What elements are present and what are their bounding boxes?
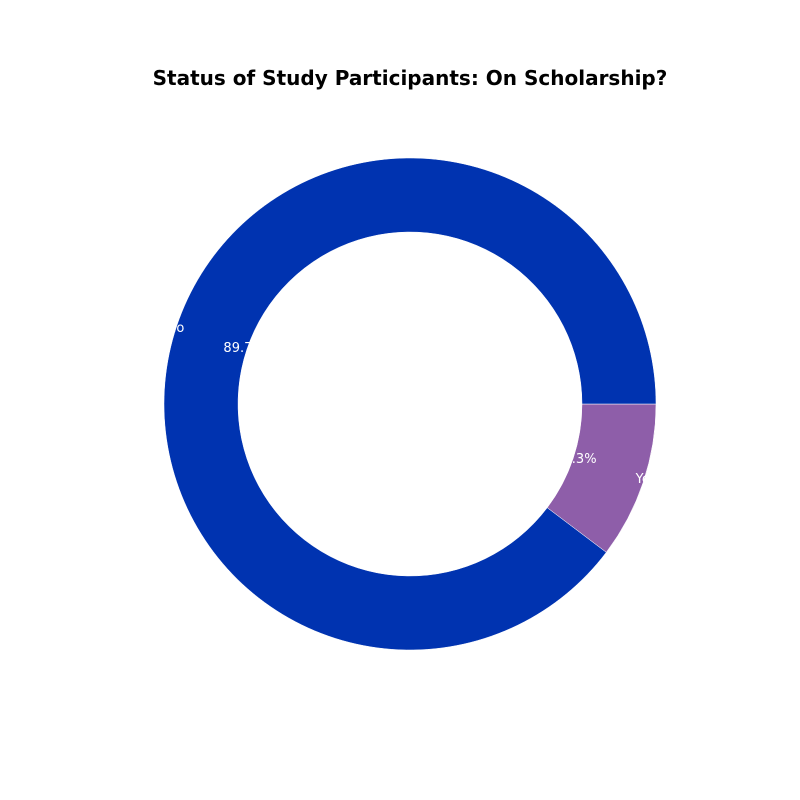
chart-title: Status of Study Participants: On Scholar… bbox=[152, 66, 668, 90]
donut-labels: Yes 10.3% No 89.7% bbox=[167, 321, 657, 487]
slice-label-no: No bbox=[167, 321, 185, 336]
pct-label-yes: 10.3% bbox=[555, 452, 596, 467]
pct-label-no: 89.7% bbox=[223, 341, 264, 356]
slice-label-yes: Yes bbox=[635, 472, 657, 487]
donut-slices bbox=[163, 157, 657, 651]
slice-no bbox=[163, 157, 657, 651]
